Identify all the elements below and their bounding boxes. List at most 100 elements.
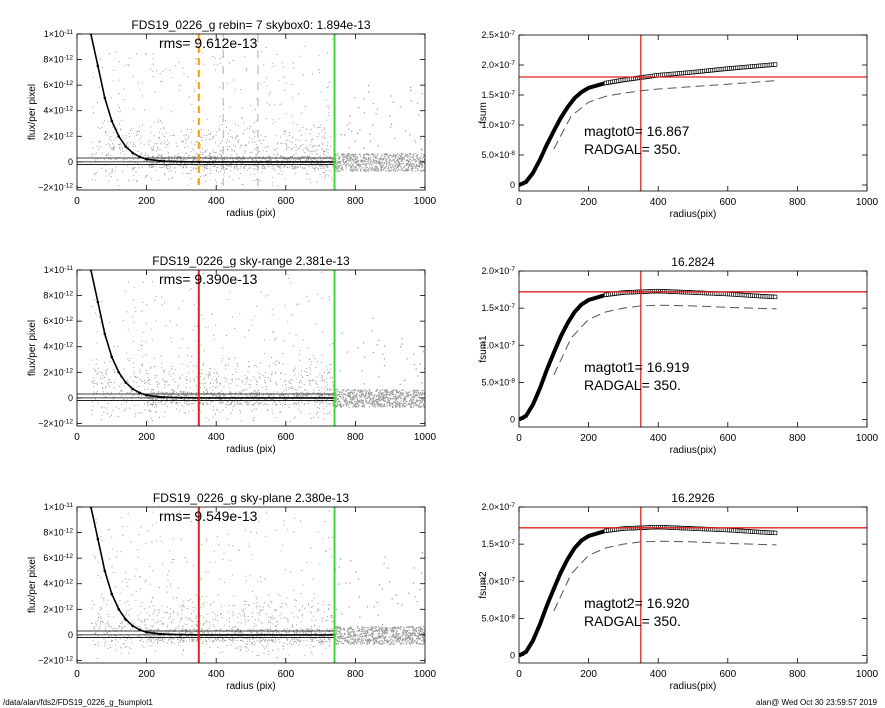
sky-point	[393, 159, 395, 161]
scatter-point	[217, 64, 219, 66]
scatter-point	[139, 576, 140, 578]
sky-point	[371, 330, 373, 332]
scatter-point	[306, 156, 308, 158]
band-point	[293, 162, 295, 164]
scatter-point	[118, 185, 119, 187]
sky-point	[366, 169, 368, 171]
scatter-point	[239, 177, 241, 179]
band-point	[245, 164, 247, 166]
scatter-point	[323, 388, 325, 390]
scatter-point	[141, 395, 142, 396]
scatter-point	[306, 371, 308, 373]
scatter-point	[248, 366, 250, 368]
band-point	[212, 401, 214, 403]
sky-point	[360, 168, 362, 170]
sky-point	[357, 164, 359, 166]
plot-area	[519, 271, 867, 427]
sky-point	[381, 399, 383, 401]
scatter-point	[151, 328, 153, 330]
band-point	[299, 395, 301, 397]
scatter-point	[247, 616, 249, 618]
sky-point	[381, 393, 383, 395]
scatter-point	[134, 145, 136, 147]
sky-point	[416, 157, 418, 159]
sky-point	[408, 169, 410, 171]
band-point	[188, 156, 190, 158]
plot-frame	[76, 33, 426, 191]
scatter-point	[91, 409, 93, 411]
scatter-point	[267, 654, 269, 655]
scatter-point	[133, 286, 135, 288]
scatter-point	[100, 623, 101, 625]
band-point	[269, 159, 271, 161]
sky-point	[412, 154, 414, 156]
scatter-point	[219, 125, 220, 127]
sky-point	[369, 164, 371, 166]
sky-point	[372, 394, 374, 397]
scatter-point	[212, 386, 214, 388]
sky-point	[412, 167, 414, 170]
sky-point	[407, 394, 409, 397]
sky-point	[388, 169, 390, 171]
scatter-point	[298, 354, 300, 355]
sky-point	[360, 395, 362, 397]
scatter-point	[290, 282, 292, 284]
scatter-point	[297, 166, 299, 168]
sky-point	[355, 396, 357, 398]
sky-point	[399, 393, 401, 395]
scatter-point	[240, 117, 242, 119]
scatter-point	[134, 167, 136, 168]
sky-point	[352, 164, 354, 166]
scatter-point	[322, 153, 324, 155]
scatter-point	[123, 385, 125, 387]
scatter-point	[320, 380, 322, 382]
sky-point	[370, 161, 373, 163]
scatter-point	[195, 152, 197, 154]
scatter-point	[189, 640, 191, 642]
scatter-point	[109, 386, 111, 387]
scatter-point	[150, 410, 152, 412]
band-point	[330, 163, 332, 165]
scatter-point	[170, 585, 172, 587]
scatter-point	[193, 364, 194, 366]
sky-point	[361, 402, 363, 404]
scatter-point	[293, 642, 295, 644]
scatter-point	[266, 150, 268, 152]
scatter-point	[320, 124, 322, 126]
sky-point	[399, 405, 401, 407]
scatter-point	[277, 154, 279, 155]
sky-point	[370, 403, 372, 405]
scatter-point	[201, 368, 203, 370]
scatter-point	[144, 620, 146, 622]
sky-point	[374, 159, 376, 161]
scatter-point	[199, 42, 200, 44]
scatter-point	[286, 149, 288, 151]
sky-point	[373, 167, 376, 169]
scatter-point	[133, 108, 135, 110]
sky-point	[390, 95, 392, 97]
sky-point	[423, 404, 425, 406]
y-tick-label: −2×10-12	[38, 182, 73, 193]
band-point	[285, 404, 287, 405]
scatter-point	[160, 154, 162, 156]
sky-point	[378, 339, 380, 342]
band-point	[192, 399, 194, 401]
scatter-point	[247, 378, 249, 380]
scatter-point	[96, 384, 98, 386]
band-point	[279, 156, 281, 158]
scatter-point	[328, 81, 330, 83]
sky-point	[365, 392, 367, 395]
sky-point	[375, 166, 377, 168]
scatter-point	[234, 145, 236, 147]
scatter-point	[168, 159, 170, 161]
scatter-point	[279, 411, 281, 413]
scatter-point	[107, 392, 109, 394]
sky-point	[392, 169, 394, 171]
scatter-point	[325, 400, 327, 402]
scatter-point	[315, 144, 317, 146]
scatter-point	[292, 165, 294, 167]
scatter-point	[244, 646, 246, 648]
sky-point	[351, 130, 353, 132]
sky-point	[409, 153, 411, 155]
band-point	[250, 392, 252, 393]
